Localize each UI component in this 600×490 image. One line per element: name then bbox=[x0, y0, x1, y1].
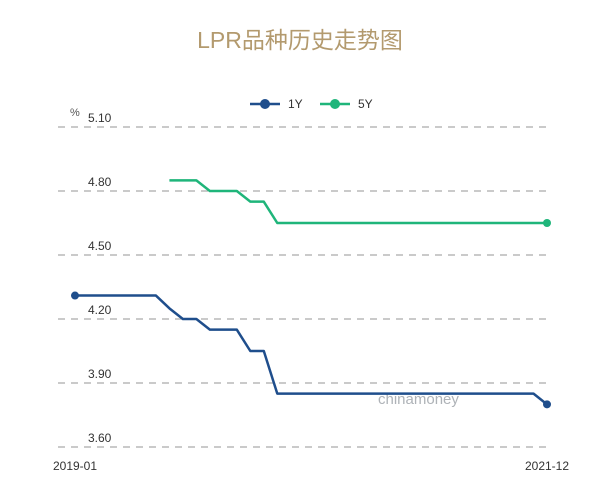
x-tick-label-end: 2021-12 bbox=[525, 459, 569, 473]
y-tick-label: 5.10 bbox=[88, 111, 112, 125]
legend-label-1y: 1Y bbox=[288, 97, 303, 111]
legend-marker-5y bbox=[330, 99, 340, 109]
series-line-1y bbox=[75, 294, 548, 406]
data-point-5y[interactable] bbox=[543, 219, 551, 227]
y-tick-label: 4.20 bbox=[88, 303, 112, 317]
legend-item-1y[interactable]: 1Y bbox=[250, 97, 303, 111]
chart-title: LPR品种历史走势图 bbox=[197, 27, 403, 53]
y-tick-label: 4.80 bbox=[88, 175, 112, 189]
watermark: chinamoney bbox=[378, 391, 459, 408]
y-tick-label: 3.60 bbox=[88, 431, 112, 445]
legend-item-5y[interactable]: 5Y bbox=[320, 97, 373, 111]
x-tick-label-start: 2019-01 bbox=[53, 459, 97, 473]
y-tick-label: 3.90 bbox=[88, 367, 112, 381]
y-tick-label: 4.50 bbox=[88, 239, 112, 253]
legend-marker-1y bbox=[260, 99, 270, 109]
legend-label-5y: 5Y bbox=[358, 97, 373, 111]
series-line-5y bbox=[169, 179, 547, 225]
legend: 1Y 5Y bbox=[250, 97, 373, 111]
data-point-1y[interactable] bbox=[71, 291, 79, 300]
y-axis-unit: % bbox=[70, 107, 80, 119]
data-point-1y[interactable] bbox=[543, 400, 551, 409]
